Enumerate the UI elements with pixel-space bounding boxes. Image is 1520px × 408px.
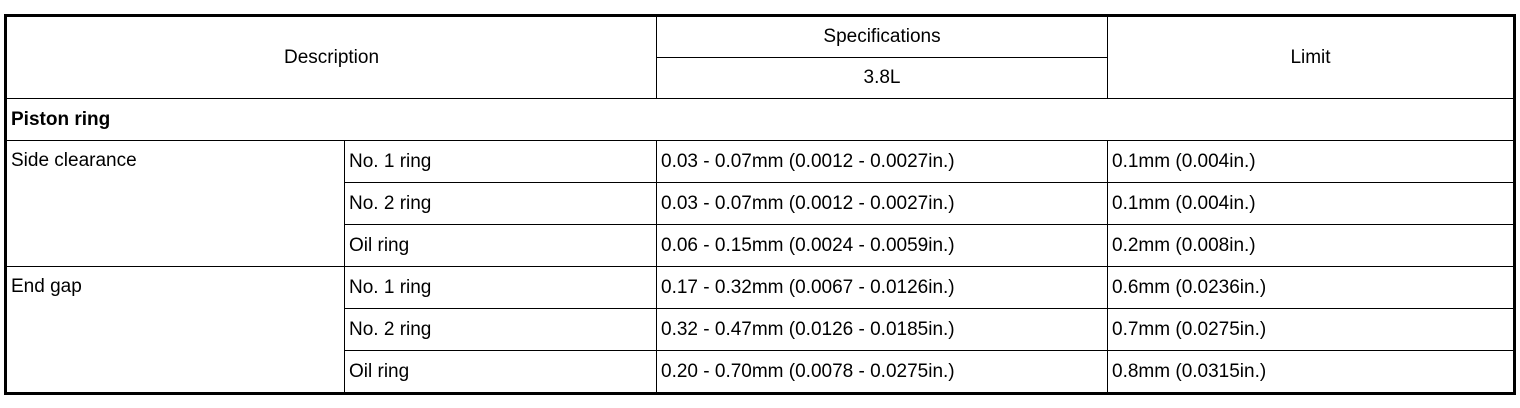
spec-cell: 0.03 - 0.07mm (0.0012 - 0.0027in.) — [656, 182, 1109, 225]
item-cell: No. 2 ring — [343, 182, 658, 225]
spec-cell: 0.17 - 0.32mm (0.0067 - 0.0126in.) — [656, 266, 1109, 309]
section-row: Piston ring — [5, 98, 1515, 141]
limit-cell: 0.8mm (0.0315in.) — [1107, 350, 1515, 394]
spec-cell: 0.03 - 0.07mm (0.0012 - 0.0027in.) — [656, 140, 1109, 183]
table-row: Side clearance No. 1 ring 0.03 - 0.07mm … — [5, 140, 1515, 267]
spec-cell: 0.32 - 0.47mm (0.0126 - 0.0185in.) — [656, 308, 1109, 351]
table-row: No. 2 ring 0.03 - 0.07mm (0.0012 - 0.002… — [6, 182, 1515, 225]
item-cell: No. 2 ring — [343, 308, 658, 351]
limit-cell: 0.6mm (0.0236in.) — [1107, 266, 1515, 309]
limit-cell: 0.1mm (0.004in.) — [1107, 182, 1515, 225]
header-row: Description Specifications Limit — [4, 15, 1515, 99]
limit-header: Limit — [1107, 15, 1515, 99]
table-row: Oil ring 0.20 - 0.70mm (0.0078 - 0.0275i… — [6, 350, 1515, 394]
description-header: Description — [4, 15, 658, 99]
item-cell: No. 1 ring — [343, 266, 658, 309]
header-row-2: 3.8L — [6, 57, 1515, 99]
item-cell: Oil ring — [343, 224, 658, 267]
table-row: No. 2 ring 0.32 - 0.47mm (0.0126 - 0.018… — [6, 308, 1515, 351]
engine-header: 3.8L — [656, 57, 1109, 99]
group-label: End gap — [5, 266, 345, 394]
group-label: Side clearance — [5, 140, 345, 267]
piston-ring-spec-table: Description Specifications Limit 3.8L Pi… — [4, 14, 1516, 395]
specifications-header: Specifications — [656, 15, 1109, 58]
item-cell: No. 1 ring — [343, 140, 658, 183]
limit-cell: 0.7mm (0.0275in.) — [1107, 308, 1515, 351]
table-row: End gap No. 1 ring 0.17 - 0.32mm (0.0067… — [5, 266, 1515, 394]
table-row: Oil ring 0.06 - 0.15mm (0.0024 - 0.0059i… — [6, 224, 1515, 267]
item-cell: Oil ring — [343, 350, 658, 394]
spec-cell: 0.20 - 0.70mm (0.0078 - 0.0275in.) — [656, 350, 1109, 394]
section-title: Piston ring — [5, 98, 1515, 141]
limit-cell: 0.1mm (0.004in.) — [1107, 140, 1515, 183]
spec-cell: 0.06 - 0.15mm (0.0024 - 0.0059in.) — [656, 224, 1109, 267]
limit-cell: 0.2mm (0.008in.) — [1107, 224, 1515, 267]
